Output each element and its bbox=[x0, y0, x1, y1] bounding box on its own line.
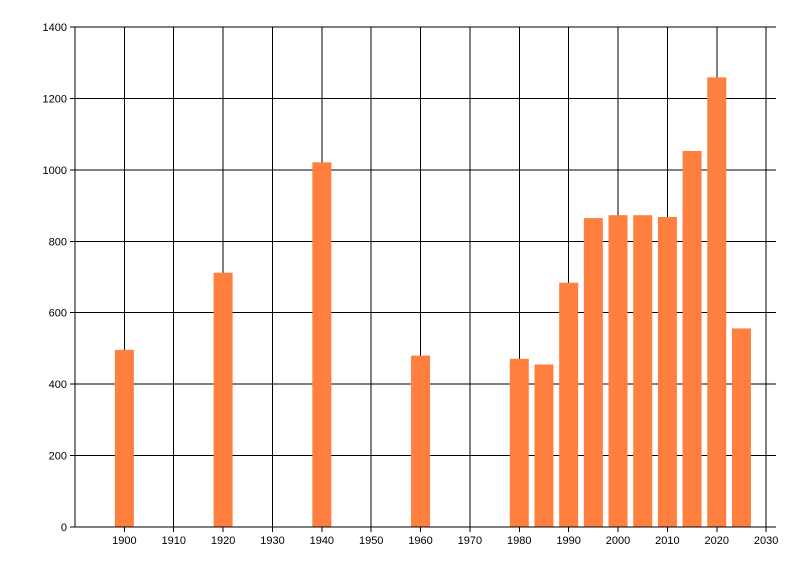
bar bbox=[411, 355, 431, 527]
bar bbox=[312, 162, 332, 527]
y-tick-label: 1000 bbox=[43, 165, 67, 177]
bar bbox=[559, 282, 579, 527]
bar bbox=[608, 215, 628, 527]
x-tick-label: 1910 bbox=[161, 535, 185, 547]
y-tick-label: 1200 bbox=[43, 93, 67, 105]
bar bbox=[534, 364, 554, 527]
x-tick-label: 1920 bbox=[211, 535, 235, 547]
x-tick-label: 2030 bbox=[754, 535, 778, 547]
bar bbox=[114, 349, 134, 527]
axes-layer bbox=[70, 26, 776, 532]
y-tick-label: 600 bbox=[49, 308, 67, 320]
x-tick-label: 1980 bbox=[507, 535, 531, 547]
x-tick-label: 1900 bbox=[112, 535, 136, 547]
x-tick-label: 1940 bbox=[310, 535, 334, 547]
x-tick-label: 1990 bbox=[556, 535, 580, 547]
bar bbox=[213, 272, 233, 527]
bar bbox=[509, 358, 529, 527]
x-tick-label: 2000 bbox=[606, 535, 630, 547]
y-tick-label: 0 bbox=[61, 522, 67, 534]
bar bbox=[707, 77, 727, 527]
bar bbox=[731, 328, 751, 527]
tick-labels-layer: 0 200 400 600 800 1000 1200 1400 1900 1910 1920 193… bbox=[43, 22, 779, 547]
bars-layer bbox=[114, 77, 751, 528]
x-tick-label: 2020 bbox=[705, 535, 729, 547]
x-tick-label: 1960 bbox=[408, 535, 432, 547]
bar bbox=[633, 215, 653, 527]
x-tick-label: 2010 bbox=[655, 535, 679, 547]
x-tick-label: 1930 bbox=[260, 535, 284, 547]
x-tick-label: 1950 bbox=[359, 535, 383, 547]
y-tick-label: 400 bbox=[49, 379, 67, 391]
bar bbox=[583, 218, 603, 528]
y-tick-label: 1400 bbox=[43, 22, 67, 34]
y-tick-label: 800 bbox=[49, 236, 67, 248]
y-tick-label: 200 bbox=[49, 451, 67, 463]
bar bbox=[682, 150, 702, 527]
x-tick-label: 1970 bbox=[458, 535, 482, 547]
bar bbox=[657, 217, 677, 527]
